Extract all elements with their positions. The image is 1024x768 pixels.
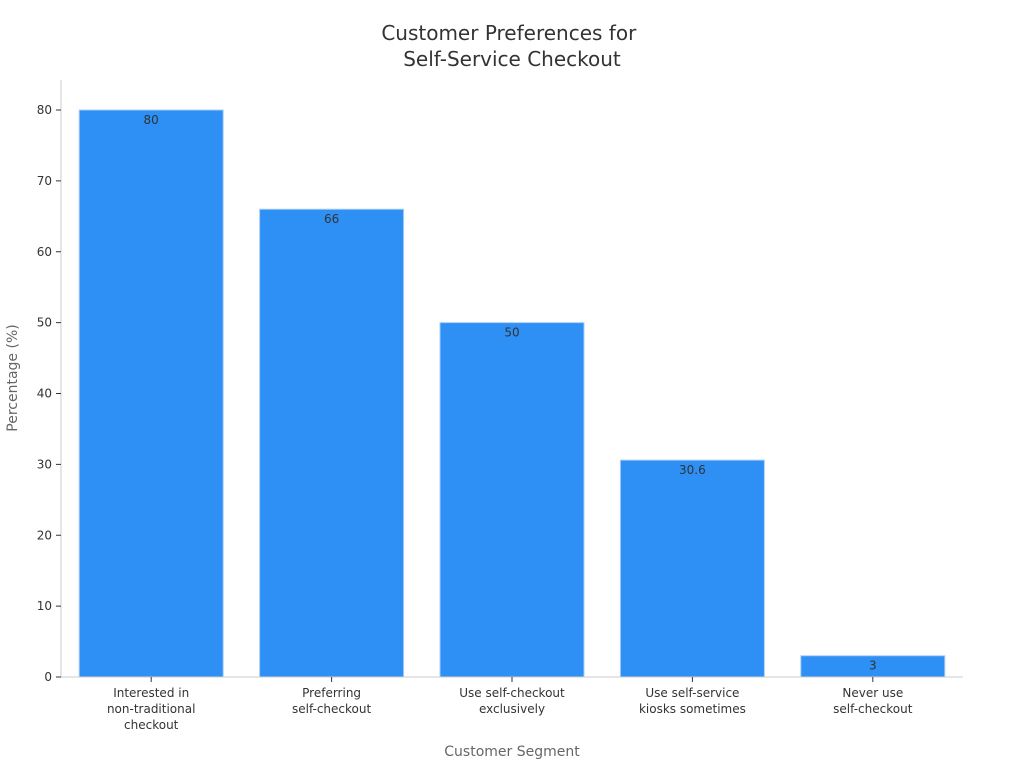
- bar: [78, 109, 224, 678]
- x-tick-label-line: Preferring: [302, 686, 361, 700]
- data-label: 50: [504, 326, 519, 340]
- y-tick-label: 70: [37, 174, 52, 188]
- bar: [259, 208, 405, 678]
- y-tick-label: 30: [37, 457, 52, 471]
- y-tick-label: 40: [37, 387, 52, 401]
- x-tick-label-line: Interested in: [113, 686, 189, 700]
- x-tick-label-line: exclusively: [479, 702, 545, 716]
- bar: [439, 322, 585, 678]
- y-ticks-group: 0 10 20 30 40 50 60 70 80: [37, 103, 61, 684]
- data-labels-group: 80 66 50 30.6 3: [144, 113, 877, 673]
- x-tick-label: Preferring self-checkout: [292, 686, 372, 716]
- y-tick-label: 10: [37, 599, 52, 613]
- x-tick-label: Use self-checkout exclusively: [459, 686, 565, 716]
- bar: [619, 459, 765, 678]
- x-tick-label-line: self-checkout: [292, 702, 372, 716]
- x-tick-label-line: Use self-service: [645, 686, 739, 700]
- y-tick-label: 20: [37, 528, 52, 542]
- x-tick-label-line: checkout: [124, 718, 179, 732]
- x-tick-label: Interested in non-traditional checkout: [107, 686, 196, 732]
- data-label: 3: [869, 659, 877, 673]
- chart-title-line-2: Self-Service Checkout: [403, 47, 621, 71]
- y-axis-title: Percentage (%): [5, 324, 21, 431]
- x-tick-label: Never use self-checkout: [833, 686, 913, 716]
- x-tick-label-line: Never use: [842, 686, 903, 700]
- data-label: 66: [324, 212, 339, 226]
- y-tick-label: 0: [44, 670, 52, 684]
- bars-group: [78, 109, 946, 678]
- x-axis-title: Customer Segment: [444, 744, 580, 760]
- x-tick-label: Use self-service kiosks sometimes: [639, 686, 746, 716]
- y-tick-label: 50: [37, 316, 52, 330]
- data-label: 30.6: [679, 463, 706, 477]
- chart-title: Customer Preferences for Self-Service Ch…: [381, 21, 642, 71]
- x-ticks-group: Interested in non-traditional checkout Pref…: [107, 677, 913, 732]
- x-tick-label-line: kiosks sometimes: [639, 702, 746, 716]
- chart-title-line-1: Customer Preferences for: [381, 21, 637, 45]
- x-tick-label-line: Use self-checkout: [459, 686, 565, 700]
- y-tick-label: 60: [37, 245, 52, 259]
- x-tick-label-line: non-traditional: [107, 702, 196, 716]
- y-tick-label: 80: [37, 103, 52, 117]
- data-label: 80: [144, 113, 159, 127]
- x-tick-label-line: self-checkout: [833, 702, 913, 716]
